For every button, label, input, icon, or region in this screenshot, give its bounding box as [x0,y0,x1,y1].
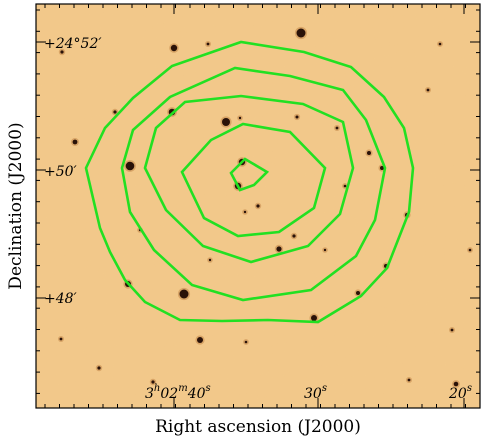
star [295,115,299,119]
star [407,378,411,382]
contour-level-5 [229,157,270,192]
star [335,126,339,130]
x-tick-label-3: 20s [448,383,472,402]
axis-ticks [36,4,480,408]
star [292,234,296,238]
y-tick-label-2: +50′ [44,164,78,180]
star [179,289,189,299]
contour-level-2 [120,66,387,302]
y-axis-title: Declination (J2000) [6,122,26,289]
star [426,88,430,92]
x-tick-label-2: 30s [304,383,327,402]
contour-level-4 [180,122,327,238]
star [206,42,210,46]
star [438,42,442,46]
x-axis-title: Right ascension (J2000) [155,417,361,437]
star [256,204,260,208]
contour-level-1 [84,40,415,324]
y-tick-label-1: +24°52′ [44,36,102,52]
contour-set [84,40,415,324]
star [323,248,327,252]
star [72,139,78,145]
star [151,380,155,384]
star [197,337,203,343]
star [60,50,64,54]
star [296,28,306,38]
star [380,166,384,170]
contour-level-3 [143,94,355,264]
y-tick-label-3: +48′ [44,291,78,307]
star [170,44,178,52]
star [125,161,135,171]
star [238,116,242,120]
star [113,110,117,114]
star [468,248,472,252]
plot-frame [35,3,481,409]
star [59,337,63,341]
star [222,118,230,126]
star [97,366,101,370]
star [343,184,347,188]
star [311,315,317,321]
x-tick-label-1: 3h02m40s [145,383,211,402]
star [208,258,212,262]
star [450,328,454,332]
star [356,291,360,295]
star [367,151,371,155]
star [276,246,282,252]
star [453,381,459,387]
star [244,340,248,344]
star [243,210,247,214]
